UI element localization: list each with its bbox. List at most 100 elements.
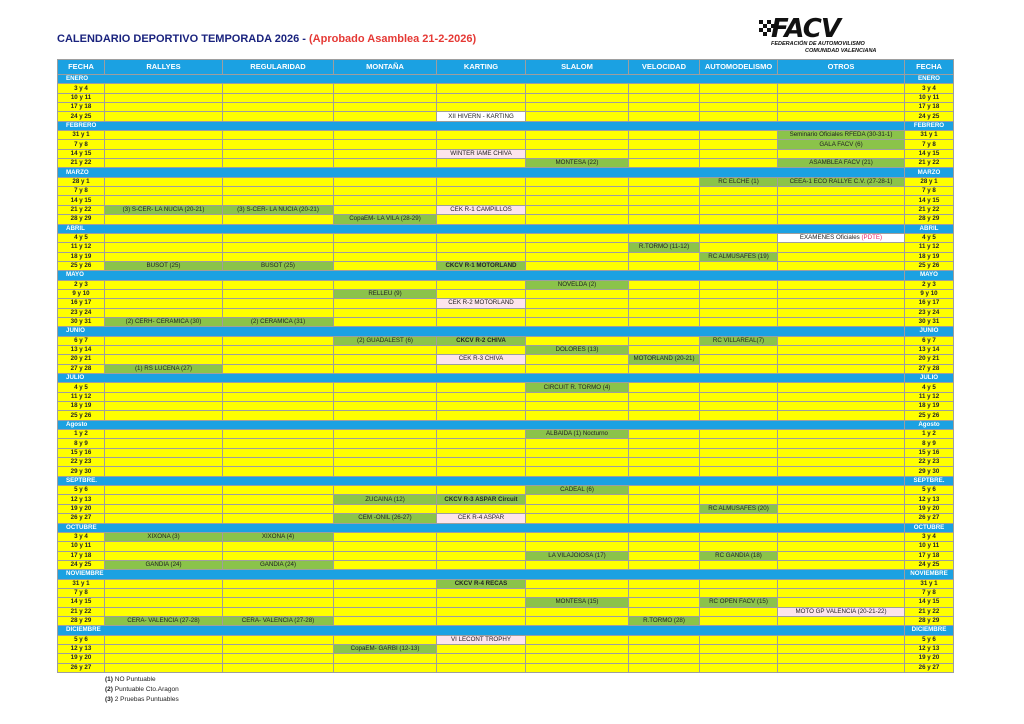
date-cell-right: 16 y 17: [904, 298, 954, 309]
event-cell-regularidad: [222, 111, 334, 122]
event-cell-otros: [777, 92, 905, 104]
event-label: WINTER IAME CHIVA: [450, 149, 512, 157]
date-cell: 3 y 4: [57, 83, 105, 94]
event-label: BUSOT (25): [261, 262, 295, 270]
event-cell-rallyes: [104, 279, 223, 290]
event-cell-velocidad: [628, 559, 700, 571]
event-cell-karting: [436, 466, 526, 477]
month-label-right: NOVIEMBRE: [904, 569, 954, 580]
event-cell-otros: [777, 260, 905, 272]
event-cell-regularidad: [222, 148, 334, 160]
event-cell-montana: [333, 344, 437, 356]
event-cell-montana: [333, 176, 437, 188]
event-cell-automodelismo: [699, 232, 778, 244]
month-row: Agosto Agosto: [57, 419, 954, 431]
footnote: (2) Puntuable Cto.Aragon: [105, 685, 179, 695]
event-cell-velocidad: [628, 111, 700, 122]
event-cell-montana: [333, 391, 437, 403]
week-row: 14 y 15 WINTER IAME CHIVA 14 y 15: [57, 148, 954, 160]
date-cell-right: 17 y 18: [904, 550, 954, 561]
event-label: (2) CERH- CERAMICA (30): [125, 318, 202, 326]
date-cell-right: 4 y 5: [904, 382, 954, 393]
event-label: RC ALMUSAFES (20): [708, 504, 769, 512]
week-row: 31 y 1 CKCV R-4 RECAS 31 y 1: [57, 578, 954, 589]
event-cell-automodelismo: [699, 485, 778, 496]
event-cell-rallyes: [104, 195, 223, 206]
event-cell-karting: [436, 316, 526, 328]
event-cell-slalom: [525, 92, 629, 104]
event-cell-karting: [436, 503, 526, 515]
event-label: CERA- VALENCIA (27-28): [241, 617, 315, 625]
event-cell-karting: [436, 251, 526, 262]
week-row: 22 y 23 22 y 23: [57, 457, 954, 468]
event-cell-karting: [436, 158, 526, 169]
event-cell-slalom: [525, 204, 629, 216]
month-row: JULIO JULIO: [57, 372, 954, 384]
event-label: CEK R-2 MOTORLAND: [448, 299, 514, 307]
week-row: 19 y 20 19 y 20: [57, 653, 954, 664]
event-cell-velocidad: R.TORMO (11-12): [628, 242, 700, 253]
month-label: FEBRERO: [57, 120, 905, 132]
date-cell-right: 14 y 15: [904, 195, 954, 206]
event-cell-velocidad: [628, 214, 700, 225]
event-cell-automodelismo: [699, 382, 778, 393]
month-row: MARZO MARZO: [57, 167, 954, 178]
event-cell-velocidad: MOTORLAND (20-21): [628, 354, 700, 365]
event-cell-slalom: CADEAL (6): [525, 485, 629, 496]
event-cell-karting: [436, 83, 526, 94]
event-cell-rallyes: [104, 307, 223, 318]
event-cell-automodelismo: [699, 307, 778, 318]
event-cell-regularidad: [222, 578, 334, 589]
event-cell-montana: [333, 130, 437, 141]
event-cell-otros: [777, 307, 905, 318]
event-cell-velocidad: [628, 363, 700, 375]
event-cell-montana: (2) GUADALEST (6): [333, 335, 437, 346]
event-cell-slalom: [525, 466, 629, 477]
date-cell: 30 y 31: [57, 316, 105, 328]
event-cell-montana: [333, 578, 437, 589]
date-cell-right: 7 y 8: [904, 186, 954, 197]
week-row: 12 y 13 ZUCAINA (12) CKCV R-3 ASPAR Circui…: [57, 494, 954, 505]
date-cell-right: 26 y 27: [904, 662, 954, 674]
column-header-montana: MONTAÑA: [333, 59, 437, 75]
event-cell-montana: [333, 662, 437, 674]
event-cell-karting: [436, 279, 526, 290]
event-label: RELLEU (9): [368, 290, 402, 298]
event-label: RC GANDIA (18): [715, 551, 762, 559]
date-cell: 6 y 7: [57, 335, 105, 346]
date-cell: 24 y 25: [57, 111, 105, 122]
event-label: CKCV R-1 MOTORLAND: [445, 262, 517, 270]
event-cell-montana: [333, 606, 437, 617]
event-cell-otros: [777, 634, 905, 645]
event-cell-automodelismo: [699, 438, 778, 449]
week-row: 12 y 13 CopaEM- GARBI (12-13) 12 y 13: [57, 643, 954, 655]
column-header-rallyes: RALLYES: [104, 59, 223, 75]
event-cell-velocidad: [628, 130, 700, 141]
event-cell-rallyes: [104, 139, 223, 150]
event-label: CKCV R-4 RECAS: [454, 579, 508, 587]
date-cell: 21 y 22: [57, 606, 105, 617]
event-cell-rallyes: [104, 186, 223, 197]
event-cell-karting: [436, 139, 526, 150]
event-cell-rallyes: [104, 578, 223, 589]
event-cell-velocidad: [628, 513, 700, 524]
week-row: 4 y 5 CIRCUIT R. TORMO (4) 4 y 5: [57, 382, 954, 393]
event-cell-montana: [333, 298, 437, 309]
date-cell-right: 14 y 15: [904, 597, 954, 608]
event-cell-karting: CEK R-2 MOTORLAND: [436, 298, 526, 309]
week-row: 27 y 28 (1) RS LUCENA (27) 27 y 28: [57, 363, 954, 375]
event-label: XIXONA (4): [261, 533, 295, 541]
event-cell-automodelismo: [699, 513, 778, 524]
date-cell-right: 18 y 19: [904, 401, 954, 412]
event-label: CADEAL (6): [560, 486, 594, 494]
event-cell-slalom: [525, 307, 629, 318]
date-cell: 28 y 29: [57, 214, 105, 225]
event-label: (3) S-CER- LA NUCIA (20-21): [237, 205, 319, 213]
date-cell-right: 7 y 8: [904, 139, 954, 150]
event-cell-regularidad: [222, 597, 334, 608]
event-cell-regularidad: [222, 429, 334, 440]
event-cell-karting: CKCV R-1 MOTORLAND: [436, 260, 526, 272]
event-cell-automodelismo: [699, 195, 778, 206]
event-cell-otros: [777, 186, 905, 197]
event-cell-automodelismo: [699, 401, 778, 412]
